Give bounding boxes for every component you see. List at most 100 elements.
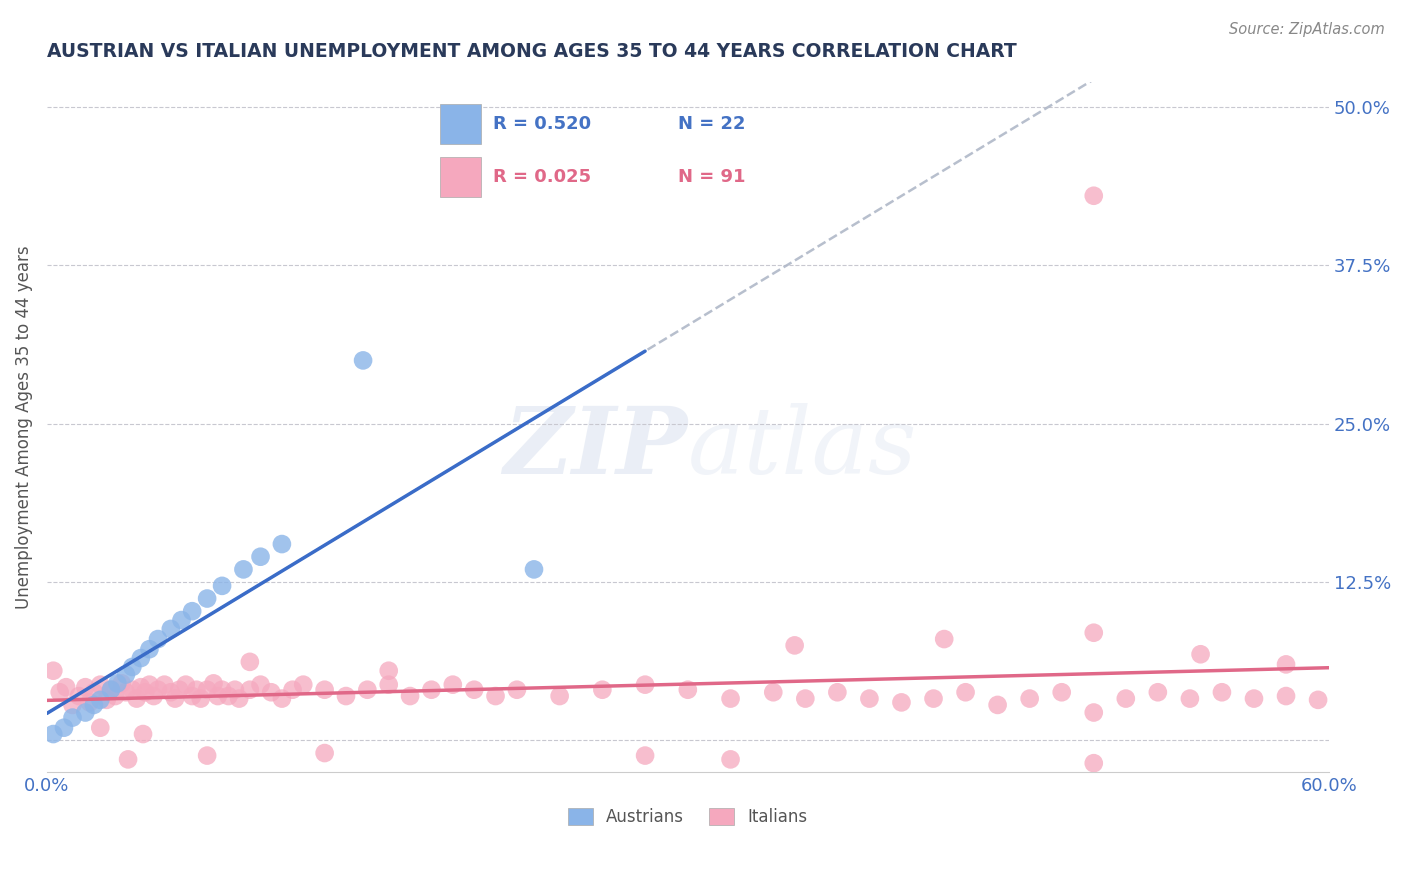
- Point: [100, 682, 122, 697]
- Point: [720, 752, 742, 766]
- Point: [794, 691, 817, 706]
- Point: [53, 721, 76, 735]
- Point: [159, 622, 181, 636]
- Point: [67, 689, 90, 703]
- Point: [249, 549, 271, 564]
- Point: [48, 685, 70, 699]
- Point: [335, 689, 357, 703]
- Point: [1018, 691, 1040, 706]
- Point: [89, 721, 111, 735]
- Point: [104, 689, 127, 703]
- Point: [186, 682, 208, 697]
- Point: [720, 691, 742, 706]
- Legend: Austrians, Italians: Austrians, Italians: [561, 801, 814, 833]
- Point: [858, 691, 880, 706]
- Point: [1083, 188, 1105, 202]
- Point: [634, 678, 657, 692]
- Point: [228, 691, 250, 706]
- Point: [83, 698, 105, 712]
- Point: [202, 676, 225, 690]
- Point: [377, 664, 399, 678]
- Point: [111, 676, 134, 690]
- Point: [207, 689, 229, 703]
- Point: [1275, 657, 1298, 672]
- Point: [634, 748, 657, 763]
- Point: [1243, 691, 1265, 706]
- Point: [506, 682, 529, 697]
- Point: [125, 691, 148, 706]
- Point: [827, 685, 849, 699]
- Point: [146, 632, 169, 646]
- Point: [134, 685, 156, 699]
- Point: [270, 537, 292, 551]
- Point: [159, 685, 181, 699]
- Point: [115, 685, 138, 699]
- Point: [270, 691, 292, 706]
- Point: [42, 664, 65, 678]
- Y-axis label: Unemployment Among Ages 35 to 44 years: Unemployment Among Ages 35 to 44 years: [15, 245, 32, 608]
- Point: [484, 689, 506, 703]
- Point: [55, 680, 77, 694]
- Point: [1275, 689, 1298, 703]
- Point: [105, 676, 128, 690]
- Point: [922, 691, 945, 706]
- Point: [181, 604, 204, 618]
- Point: [83, 685, 105, 699]
- Point: [89, 693, 111, 707]
- Point: [1147, 685, 1170, 699]
- Point: [170, 613, 193, 627]
- Point: [224, 682, 246, 697]
- Point: [96, 693, 118, 707]
- Point: [314, 746, 336, 760]
- Point: [934, 632, 956, 646]
- Point: [138, 642, 160, 657]
- Point: [890, 695, 912, 709]
- Point: [132, 727, 155, 741]
- Point: [165, 691, 187, 706]
- Point: [138, 678, 160, 692]
- Point: [1115, 691, 1137, 706]
- Point: [420, 682, 443, 697]
- Point: [62, 710, 84, 724]
- Point: [260, 685, 283, 699]
- Point: [523, 562, 546, 576]
- Point: [89, 678, 111, 692]
- Point: [195, 591, 218, 606]
- Point: [42, 727, 65, 741]
- Point: [987, 698, 1010, 712]
- Point: [1178, 691, 1201, 706]
- Point: [117, 752, 139, 766]
- Point: [356, 682, 378, 697]
- Point: [1083, 625, 1105, 640]
- Point: [121, 682, 143, 697]
- Point: [79, 695, 101, 709]
- Point: [239, 655, 262, 669]
- Point: [281, 682, 304, 697]
- Point: [1306, 693, 1329, 707]
- Text: ZIP: ZIP: [503, 402, 688, 492]
- Point: [62, 698, 84, 712]
- Point: [463, 682, 485, 697]
- Point: [75, 706, 97, 720]
- Point: [1083, 756, 1105, 771]
- Point: [181, 689, 204, 703]
- Point: [190, 691, 212, 706]
- Point: [211, 682, 233, 697]
- Point: [129, 651, 152, 665]
- Point: [1211, 685, 1233, 699]
- Point: [292, 678, 315, 692]
- Point: [1083, 706, 1105, 720]
- Point: [142, 689, 165, 703]
- Point: [377, 678, 399, 692]
- Point: [211, 579, 233, 593]
- Point: [174, 678, 197, 692]
- Point: [239, 682, 262, 697]
- Point: [1189, 647, 1212, 661]
- Point: [153, 678, 176, 692]
- Point: [249, 678, 271, 692]
- Point: [100, 682, 122, 697]
- Point: [783, 639, 806, 653]
- Point: [195, 748, 218, 763]
- Point: [115, 667, 138, 681]
- Point: [548, 689, 571, 703]
